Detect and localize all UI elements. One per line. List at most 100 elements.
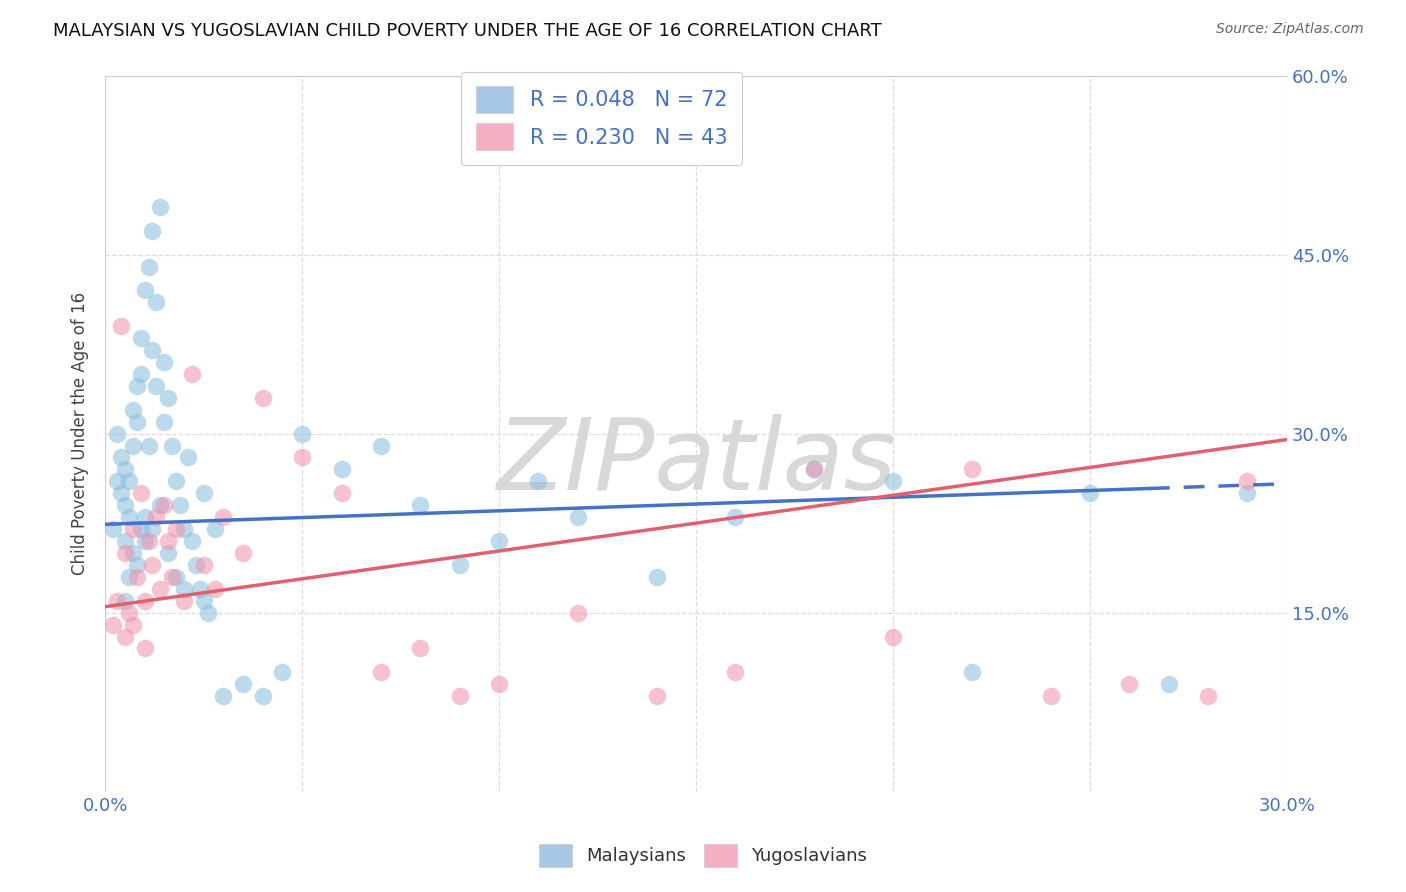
Legend: R = 0.048   N = 72, R = 0.230   N = 43: R = 0.048 N = 72, R = 0.230 N = 43 [461, 71, 742, 165]
Point [252, 391, 274, 405]
Point [1078, 486, 1101, 500]
Point [173, 593, 195, 607]
Point [138, 438, 160, 452]
Point [110, 486, 132, 500]
Point [645, 570, 668, 584]
Point [449, 690, 471, 704]
Point [1236, 475, 1258, 489]
Point [101, 522, 124, 536]
Point [370, 438, 392, 452]
Point [160, 570, 183, 584]
Y-axis label: Child Poverty Under the Age of 16: Child Poverty Under the Age of 16 [72, 292, 89, 575]
Point [125, 379, 148, 393]
Point [121, 546, 143, 560]
Point [177, 450, 200, 465]
Point [960, 665, 983, 680]
Point [1118, 677, 1140, 691]
Point [180, 534, 202, 549]
Point [153, 355, 176, 369]
Point [141, 522, 163, 536]
Point [803, 462, 825, 476]
Point [165, 475, 187, 489]
Point [125, 570, 148, 584]
Point [169, 498, 191, 512]
Text: Source: ZipAtlas.com: Source: ZipAtlas.com [1216, 22, 1364, 37]
Point [118, 475, 141, 489]
Point [1039, 690, 1062, 704]
Point [145, 295, 167, 310]
Point [121, 522, 143, 536]
Point [330, 486, 353, 500]
Point [118, 606, 141, 620]
Point [252, 690, 274, 704]
Point [165, 522, 187, 536]
Point [114, 546, 136, 560]
Point [105, 426, 128, 441]
Point [193, 558, 215, 572]
Point [114, 593, 136, 607]
Point [114, 534, 136, 549]
Point [165, 570, 187, 584]
Point [129, 331, 152, 345]
Point [488, 534, 510, 549]
Point [121, 402, 143, 417]
Point [173, 522, 195, 536]
Point [271, 665, 294, 680]
Point [138, 260, 160, 274]
Text: ZIPatlas: ZIPatlas [496, 414, 896, 511]
Point [184, 558, 207, 572]
Point [153, 498, 176, 512]
Point [370, 665, 392, 680]
Point [110, 450, 132, 465]
Point [724, 665, 747, 680]
Point [129, 522, 152, 536]
Point [882, 630, 904, 644]
Point [160, 438, 183, 452]
Point [114, 630, 136, 644]
Point [232, 546, 254, 560]
Point [149, 200, 172, 214]
Point [134, 534, 156, 549]
Legend: Malaysians, Yugoslavians: Malaysians, Yugoslavians [531, 837, 875, 874]
Point [129, 367, 152, 381]
Point [197, 606, 219, 620]
Point [134, 510, 156, 524]
Point [488, 677, 510, 691]
Point [212, 690, 235, 704]
Point [121, 438, 143, 452]
Point [157, 546, 180, 560]
Point [134, 284, 156, 298]
Point [567, 510, 589, 524]
Point [125, 558, 148, 572]
Point [134, 641, 156, 656]
Point [291, 426, 314, 441]
Point [118, 510, 141, 524]
Point [114, 462, 136, 476]
Point [153, 415, 176, 429]
Point [138, 534, 160, 549]
Point [121, 617, 143, 632]
Point [960, 462, 983, 476]
Point [129, 486, 152, 500]
Point [101, 617, 124, 632]
Point [105, 593, 128, 607]
Point [232, 677, 254, 691]
Point [173, 582, 195, 596]
Point [149, 582, 172, 596]
Point [141, 558, 163, 572]
Point [180, 367, 202, 381]
Point [204, 582, 226, 596]
Point [193, 593, 215, 607]
Point [193, 486, 215, 500]
Point [212, 510, 235, 524]
Point [157, 391, 180, 405]
Point [291, 450, 314, 465]
Point [188, 582, 211, 596]
Point [149, 498, 172, 512]
Point [145, 510, 167, 524]
Point [409, 641, 432, 656]
Point [527, 475, 550, 489]
Text: MALAYSIAN VS YUGOSLAVIAN CHILD POVERTY UNDER THE AGE OF 16 CORRELATION CHART: MALAYSIAN VS YUGOSLAVIAN CHILD POVERTY U… [53, 22, 882, 40]
Point [125, 415, 148, 429]
Point [1197, 690, 1219, 704]
